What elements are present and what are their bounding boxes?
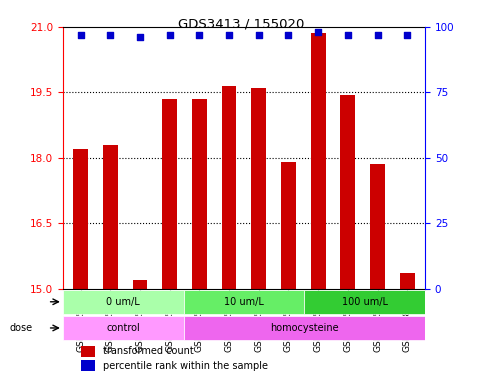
Text: dose: dose <box>10 323 33 333</box>
Bar <box>341 94 355 289</box>
Text: transformed count: transformed count <box>103 346 193 356</box>
Point <box>136 34 144 40</box>
Bar <box>192 99 207 289</box>
Text: GDS3413 / 155020: GDS3413 / 155020 <box>178 17 305 30</box>
Point <box>403 31 411 38</box>
Point <box>374 31 382 38</box>
Point <box>196 31 203 38</box>
Bar <box>400 273 414 289</box>
Bar <box>103 145 118 289</box>
Bar <box>222 86 237 289</box>
Bar <box>251 88 266 289</box>
Text: homocysteine: homocysteine <box>270 323 339 333</box>
Bar <box>81 360 96 371</box>
Text: 0 um/L: 0 um/L <box>106 297 140 307</box>
Bar <box>63 290 184 314</box>
Bar <box>63 316 184 340</box>
Bar <box>311 33 326 289</box>
Bar <box>81 346 96 357</box>
Bar <box>184 316 425 340</box>
Bar <box>304 290 425 314</box>
Text: percentile rank within the sample: percentile rank within the sample <box>103 361 268 371</box>
Point <box>166 31 173 38</box>
Bar <box>281 162 296 289</box>
Point <box>225 31 233 38</box>
Bar <box>184 290 304 314</box>
Point <box>284 31 292 38</box>
Point <box>106 31 114 38</box>
Point <box>314 29 322 35</box>
Point <box>255 31 263 38</box>
Bar <box>73 149 88 289</box>
Bar <box>162 99 177 289</box>
Text: control: control <box>106 323 140 333</box>
Text: 100 um/L: 100 um/L <box>341 297 388 307</box>
Point <box>344 31 352 38</box>
Bar <box>370 164 385 289</box>
Text: 10 um/L: 10 um/L <box>224 297 264 307</box>
Point <box>77 31 85 38</box>
Bar <box>132 280 147 289</box>
